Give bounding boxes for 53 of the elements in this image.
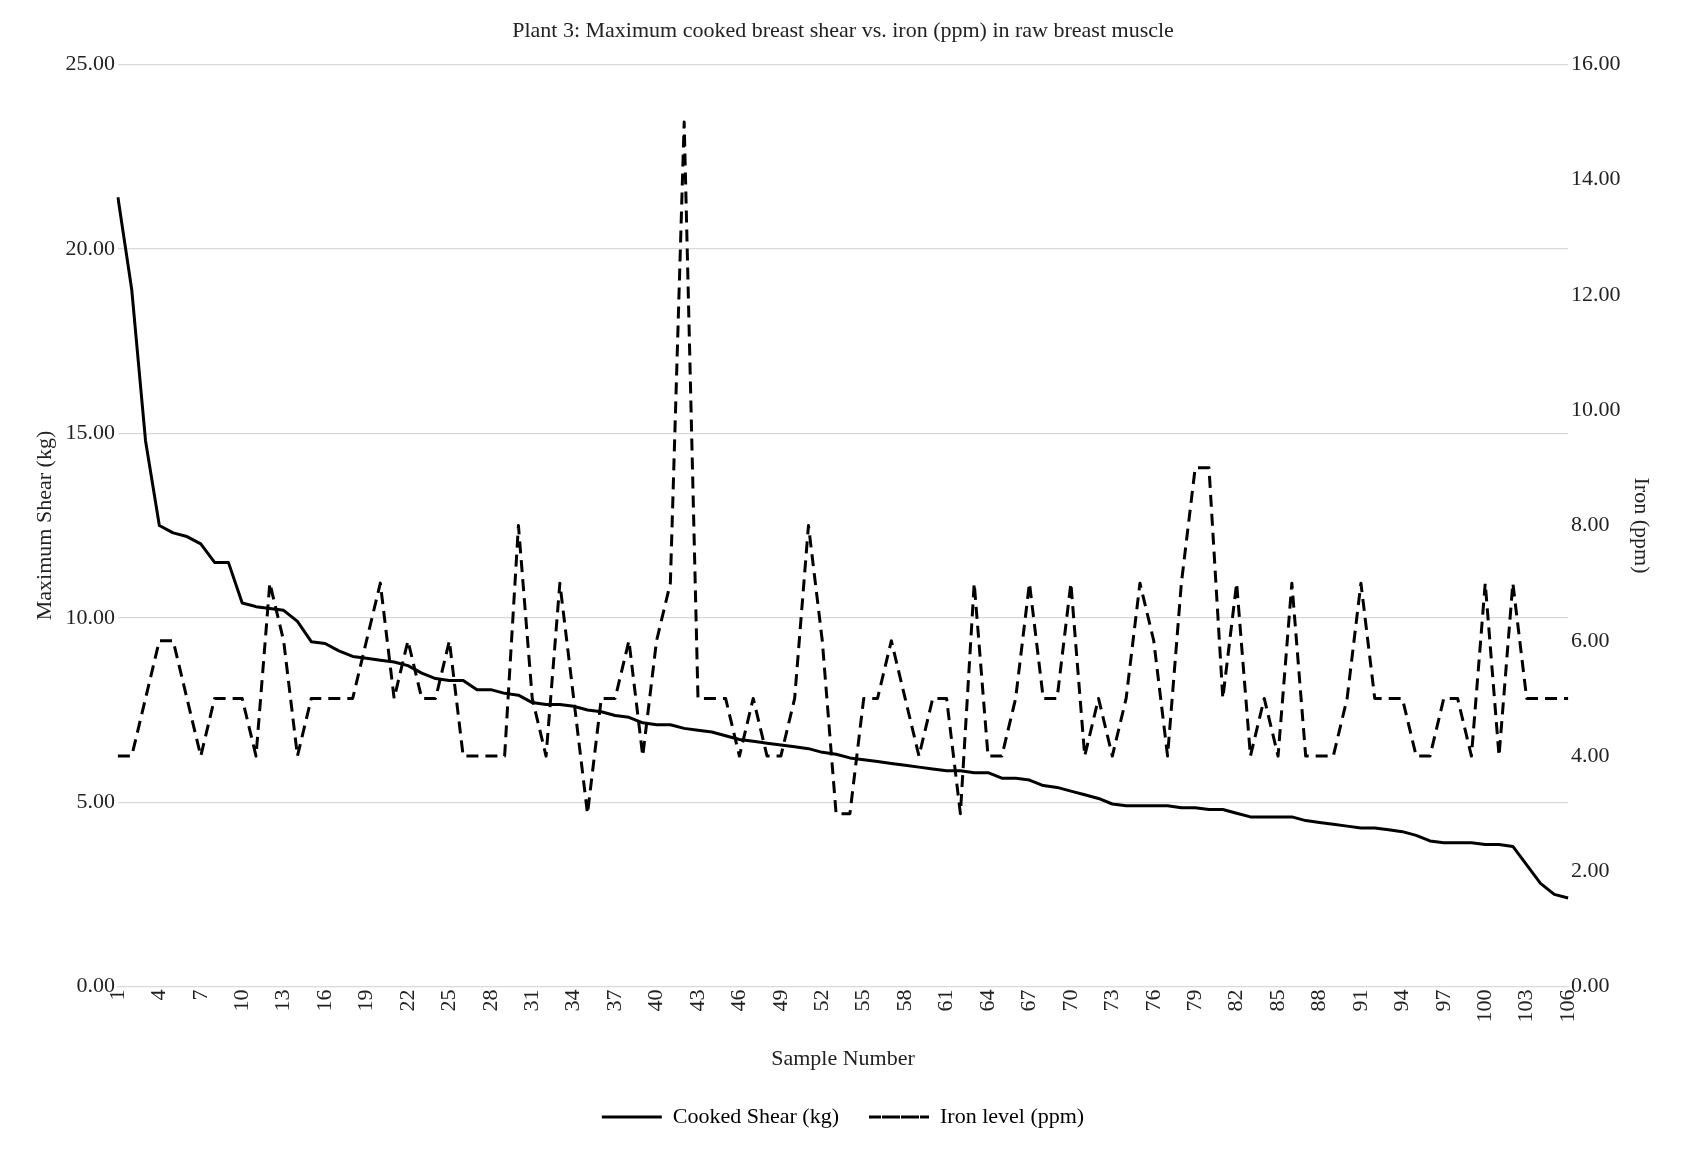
- y-tick-label: 15.00: [65, 419, 115, 445]
- y2-tick-label: 4.00: [1571, 741, 1610, 767]
- x-tick-label: 73: [1098, 989, 1124, 1012]
- x-tick-label: 25: [435, 989, 461, 1012]
- x-tick-label: 76: [1139, 989, 1165, 1012]
- x-tick-label: 13: [269, 989, 295, 1012]
- x-tick-label: 97: [1429, 989, 1455, 1012]
- x-tick-label: 100: [1471, 989, 1497, 1023]
- x-tick-label: 4: [145, 989, 171, 1001]
- x-tick-label: 67: [1015, 989, 1041, 1012]
- legend-label: Iron level (ppm): [940, 1102, 1085, 1128]
- x-tick-label: 49: [766, 989, 792, 1012]
- y-axis-title: Maximum Shear (kg): [30, 430, 56, 621]
- x-tick-label: 94: [1388, 989, 1414, 1012]
- x-tick-label: 37: [600, 989, 626, 1012]
- x-tick-label: 52: [808, 989, 834, 1012]
- x-tick-label: 40: [642, 989, 668, 1012]
- x-axis-title: Sample Number: [771, 1044, 916, 1070]
- x-tick-label: 22: [393, 989, 419, 1012]
- x-tick-label: 91: [1346, 989, 1372, 1012]
- x-tick-label: 34: [559, 989, 585, 1012]
- x-tick-label: 85: [1263, 989, 1289, 1012]
- y2-tick-label: 10.00: [1571, 396, 1621, 422]
- x-tick-label: 19: [352, 989, 378, 1012]
- y2-tick-label: 16.00: [1571, 50, 1621, 76]
- x-tick-label: 79: [1180, 989, 1206, 1012]
- x-tick-label: 7: [186, 989, 212, 1001]
- x-tick-label: 88: [1305, 989, 1331, 1012]
- y-tick-label: 20.00: [65, 234, 115, 260]
- x-tick-label: 31: [518, 989, 544, 1012]
- x-tick-label: 28: [476, 989, 502, 1012]
- legend-label: Cooked Shear (kg): [672, 1102, 840, 1128]
- x-tick-label: 70: [1056, 989, 1082, 1012]
- x-tick-label: 82: [1222, 989, 1248, 1012]
- x-tick-label: 58: [890, 989, 916, 1012]
- x-tick-label: 55: [849, 989, 875, 1012]
- y2-tick-label: 8.00: [1571, 511, 1610, 537]
- y2-tick-label: 2.00: [1571, 857, 1610, 883]
- x-tick-label: 64: [973, 989, 999, 1012]
- y-tick-label: 5.00: [76, 787, 115, 813]
- chart-title: Plant 3: Maximum cooked breast shear vs. iron (ppm) in raw breast muscle: [512, 16, 1174, 42]
- x-tick-label: 16: [310, 989, 336, 1012]
- y2-tick-label: 6.00: [1571, 626, 1610, 652]
- x-tick-label: 103: [1512, 989, 1538, 1023]
- y2-axis-title: Iron (ppm): [1630, 477, 1656, 574]
- y2-tick-label: 12.00: [1571, 280, 1621, 306]
- x-tick-label: 10: [227, 989, 253, 1012]
- x-tick-label: 43: [683, 989, 709, 1012]
- y-tick-label: 25.00: [65, 50, 115, 76]
- x-tick-label: 46: [725, 989, 751, 1012]
- y2-tick-label: 14.00: [1571, 165, 1621, 191]
- y-tick-label: 10.00: [65, 603, 115, 629]
- x-tick-label: 61: [932, 989, 958, 1012]
